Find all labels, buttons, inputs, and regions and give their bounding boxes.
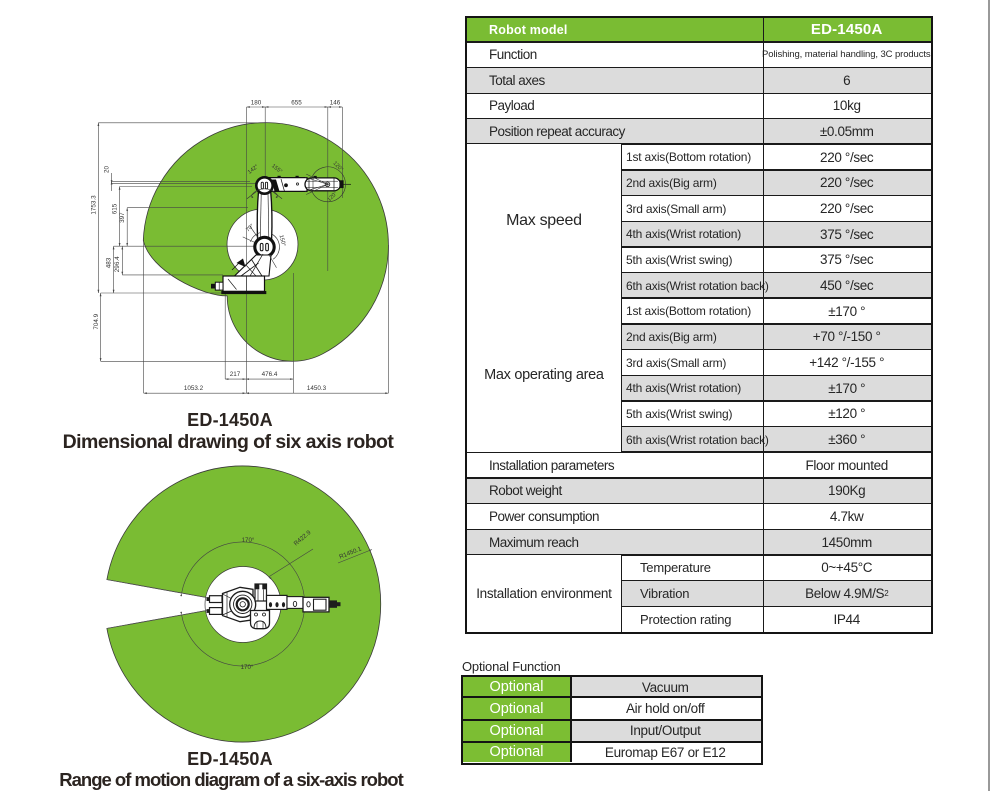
svg-text:296.4: 296.4 bbox=[114, 256, 121, 272]
svg-text:655: 655 bbox=[291, 100, 302, 107]
svg-text:20: 20 bbox=[104, 166, 111, 174]
svg-text:70°: 70° bbox=[245, 223, 255, 233]
svg-text:1753.3: 1753.3 bbox=[91, 195, 98, 215]
svg-text:1450.3: 1450.3 bbox=[307, 385, 327, 392]
svg-text:476.4: 476.4 bbox=[262, 371, 278, 378]
svg-text:615: 615 bbox=[111, 203, 118, 214]
svg-text:146: 146 bbox=[330, 100, 341, 107]
svg-text:483: 483 bbox=[105, 257, 112, 268]
svg-text:142°: 142° bbox=[247, 164, 260, 176]
svg-text:704.9: 704.9 bbox=[93, 313, 100, 329]
svg-text:1053.2: 1053.2 bbox=[184, 385, 204, 392]
svg-text:155°: 155° bbox=[270, 163, 283, 175]
svg-text:150°: 150° bbox=[278, 234, 287, 247]
svg-text:217: 217 bbox=[230, 371, 241, 378]
svg-text:397: 397 bbox=[119, 212, 126, 223]
svg-text:170°: 170° bbox=[241, 664, 254, 671]
svg-text:180: 180 bbox=[251, 100, 262, 107]
svg-text:170°: 170° bbox=[242, 537, 255, 544]
